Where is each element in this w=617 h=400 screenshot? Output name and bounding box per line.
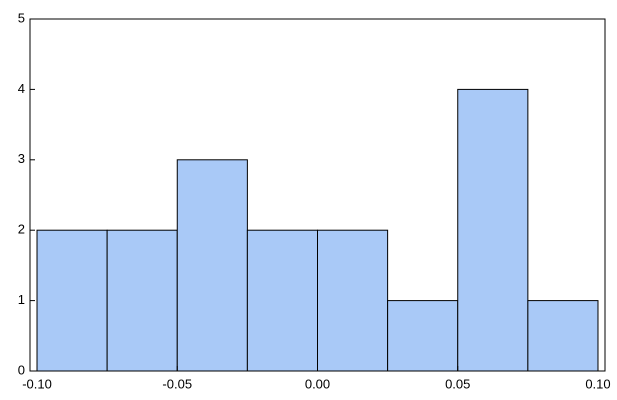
y-tick-label: 2 xyxy=(18,222,25,237)
y-tick-label: 5 xyxy=(18,10,25,25)
bar xyxy=(107,230,177,371)
bar xyxy=(247,230,317,371)
x-tick-label: 0.00 xyxy=(305,376,330,391)
bar xyxy=(177,160,247,371)
y-tick-label: 4 xyxy=(18,81,25,96)
bar xyxy=(37,230,107,371)
y-tick-label: 0 xyxy=(18,362,25,377)
x-tick-label: 0.10 xyxy=(585,376,610,391)
y-tick-label: 1 xyxy=(18,292,25,307)
y-tick-label: 3 xyxy=(18,151,25,166)
x-tick-label: -0.05 xyxy=(162,376,192,391)
page: 012345-0.10-0.050.000.050.10 (() => { co… xyxy=(0,0,617,400)
bar xyxy=(528,301,598,371)
chart: 0 1 2 3 4 5 -0.10 -0.05 0.00 0.05 0.10 xyxy=(0,0,617,400)
bar xyxy=(388,301,458,371)
x-tick-label: 0.05 xyxy=(445,376,470,391)
bar xyxy=(318,230,388,371)
x-tick-label: -0.10 xyxy=(22,376,52,391)
bar xyxy=(458,89,528,371)
